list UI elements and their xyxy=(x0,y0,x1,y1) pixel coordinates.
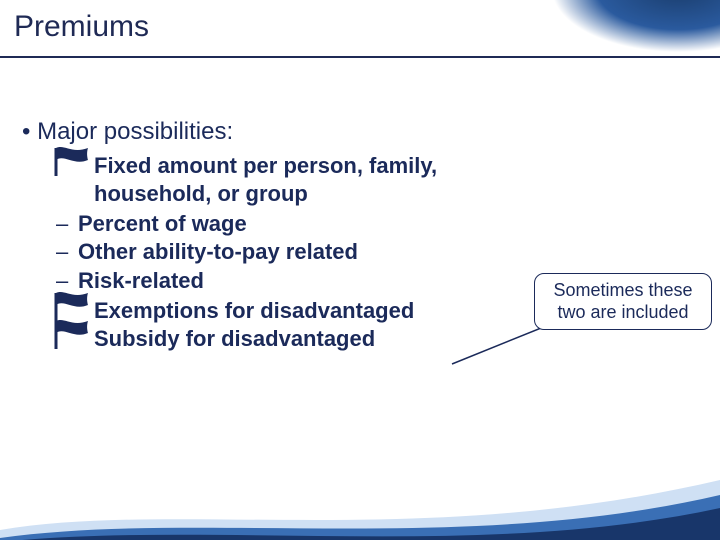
item-exemptions: Exemptions for disadvantaged xyxy=(56,297,542,325)
item-percent-wage: Percent of wage xyxy=(78,210,542,238)
flag-icon xyxy=(50,317,92,351)
decor-swoosh-bottom xyxy=(0,460,720,540)
bullet-text: Major possibilities: xyxy=(37,118,233,145)
item-text: Fixed amount per person, family, househo… xyxy=(94,153,437,206)
callout-line2: two are included xyxy=(543,302,703,324)
decor-swoosh-top xyxy=(440,0,720,110)
flag-icon xyxy=(50,144,92,178)
item-text: Other ability-to-pay related xyxy=(78,239,358,264)
content-area: • Major possibilities: Fixed amount per … xyxy=(22,118,542,353)
item-text: Risk-related xyxy=(78,268,204,293)
slide-title: Premiums xyxy=(14,10,149,44)
item-risk-related: Risk-related xyxy=(78,267,542,295)
title-underline xyxy=(0,56,720,58)
item-text: Subsidy for disadvantaged xyxy=(94,326,375,351)
item-text: Percent of wage xyxy=(78,211,247,236)
lvl2-list: Fixed amount per person, family, househo… xyxy=(56,152,542,353)
bullet-lvl1: • Major possibilities: xyxy=(22,118,542,146)
item-text: Exemptions for disadvantaged xyxy=(94,298,414,323)
item-ability-to-pay: Other ability-to-pay related xyxy=(78,238,542,266)
callout-connector xyxy=(450,326,550,366)
item-fixed-amount: Fixed amount per person, family, househo… xyxy=(56,152,542,208)
callout-line1: Sometimes these xyxy=(543,280,703,302)
callout-box: Sometimes these two are included xyxy=(534,273,712,330)
bullet-glyph: • xyxy=(22,118,30,145)
